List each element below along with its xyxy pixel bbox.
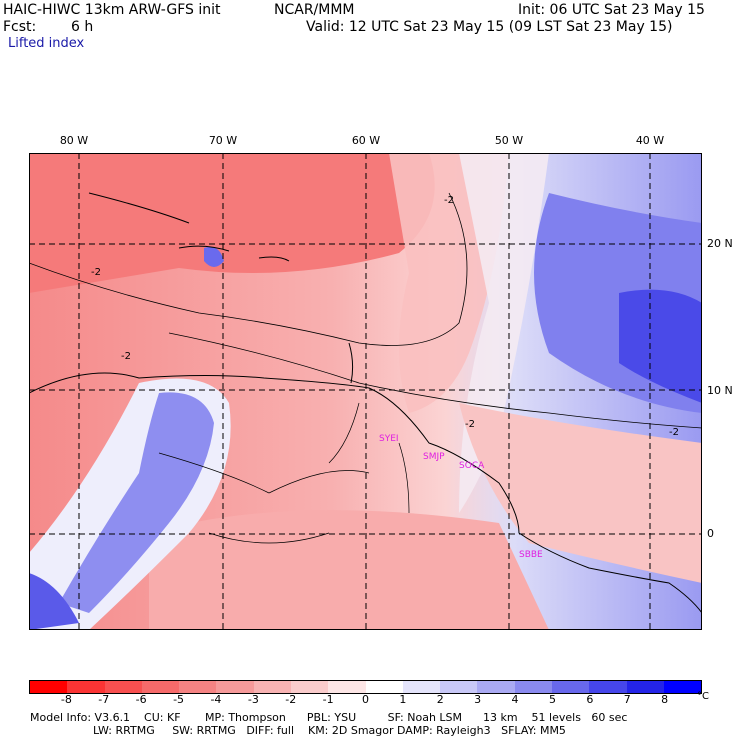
color-bar-label: 3: [474, 693, 482, 706]
header-fcst-value: 6 h: [71, 19, 94, 35]
andes-blue: [59, 392, 214, 613]
coastline: [29, 372, 702, 614]
station-label: SMJP: [423, 452, 445, 462]
color-bar-label: -2: [285, 693, 297, 706]
northeast-brazil-pink: [459, 403, 702, 583]
contour-label: -2: [91, 267, 101, 278]
color-bar-label: -5: [173, 693, 185, 706]
header-valid: Valid: 12 UTC Sat 23 May 15 (09 LST Sat …: [306, 19, 673, 35]
hispaniola-blue: [204, 246, 224, 267]
color-bar-label: 8: [661, 693, 669, 706]
color-bar-label: -1: [322, 693, 334, 706]
color-bar-swatch: [477, 681, 515, 693]
station-label: SYEI: [379, 434, 399, 444]
color-bar-label: 6: [586, 693, 594, 706]
header-fcst-label: Fcst:: [3, 19, 37, 35]
color-bar-swatch: [30, 681, 68, 693]
color-bar-swatch: [551, 681, 590, 693]
lon-label: 60 W: [351, 134, 381, 147]
caribbean-islands: [88, 192, 354, 384]
amazon-pink: [149, 510, 549, 630]
contour-label: -2: [444, 195, 454, 206]
color-bar-swatch: [328, 681, 366, 693]
pacific-blue: [29, 573, 79, 630]
color-bar-label: 4: [511, 693, 519, 706]
header-center: NCAR/MMM: [274, 2, 355, 18]
color-bar-swatch: [104, 681, 142, 693]
lon-label: 50 W: [494, 134, 524, 147]
header-model: HAIC-HIWC 13km ARW-GFS init: [3, 2, 221, 18]
station-label: SOCA: [459, 461, 485, 471]
lon-label: 40 W: [635, 134, 665, 147]
color-bar-label: 1: [399, 693, 407, 706]
neg2-contour: [29, 192, 702, 429]
contour-label: -2: [465, 419, 475, 430]
lifted-index-map: -2 -2 -2 -2 -2 SYEI SMJP SOCA SBBE: [29, 153, 702, 630]
lon-label: 80 W: [59, 134, 89, 147]
color-bar-swatch: [253, 681, 291, 693]
color-bar-label: -8: [60, 693, 72, 706]
color-bar-swatch: [440, 681, 478, 693]
color-bar-swatch: [402, 681, 441, 693]
color-bar-unit: °C: [697, 691, 709, 702]
color-bar-swatch: [589, 681, 627, 693]
color-bar-swatch: [290, 681, 329, 693]
atlantic-dark-blue: [619, 289, 702, 403]
color-bar-swatch: [141, 681, 180, 693]
lat-label: 20 N: [707, 237, 733, 250]
lat-label: 0: [707, 527, 714, 540]
color-bar-swatch: [179, 681, 217, 693]
color-bar-label: 7: [623, 693, 631, 706]
color-bar-swatch: [365, 681, 403, 693]
contour-label: -2: [121, 351, 131, 362]
lat-label: 10 N: [707, 384, 733, 397]
contour-label: -2: [669, 427, 679, 438]
color-bar-swatch: [663, 681, 702, 693]
color-bar-swatch: [626, 681, 664, 693]
color-bar-label: -3: [247, 693, 259, 706]
color-bar-swatch: [514, 681, 552, 693]
color-bar-swatch: [216, 681, 254, 693]
station-label: SBBE: [519, 550, 543, 560]
color-bar-swatch: [67, 681, 105, 693]
header-init: Init: 06 UTC Sat 23 May 15: [518, 2, 705, 18]
footer-physics-info: LW: RRTMG SW: RRTMG DIFF: full KM: 2D Sm…: [30, 724, 566, 737]
country-borders: [158, 402, 410, 544]
field-title: Lifted index: [8, 36, 85, 51]
color-bar-label: 5: [548, 693, 556, 706]
color-bar-label: -7: [98, 693, 110, 706]
color-bar-label: -4: [210, 693, 222, 706]
footer-model-info: Model Info: V3.6.1 CU: KF MP: Thompson P…: [30, 711, 628, 724]
color-bar-label: 0: [362, 693, 369, 706]
color-bar-label: -6: [135, 693, 147, 706]
color-bar-label: 2: [436, 693, 444, 706]
north-red-band: [29, 153, 435, 293]
lon-label: 70 W: [208, 134, 238, 147]
color-bar: [29, 680, 702, 694]
